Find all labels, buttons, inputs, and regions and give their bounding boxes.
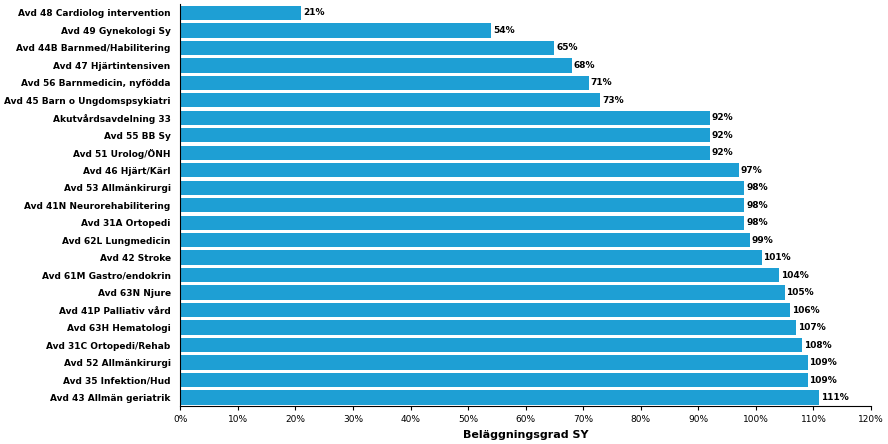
Bar: [180, 373, 808, 387]
Text: 73%: 73%: [602, 96, 624, 105]
Text: 104%: 104%: [781, 271, 808, 280]
Text: 68%: 68%: [574, 61, 595, 70]
Text: 105%: 105%: [787, 288, 814, 297]
Text: 71%: 71%: [591, 78, 613, 87]
Text: 98%: 98%: [746, 183, 768, 192]
Bar: [180, 268, 779, 282]
Bar: [180, 285, 785, 300]
Text: 111%: 111%: [821, 393, 849, 402]
Text: 92%: 92%: [711, 113, 733, 122]
Text: 107%: 107%: [798, 323, 826, 332]
Bar: [180, 146, 710, 160]
Bar: [180, 6, 301, 20]
Text: 109%: 109%: [809, 358, 837, 367]
Bar: [180, 128, 710, 143]
Bar: [180, 338, 802, 352]
Text: 65%: 65%: [556, 44, 578, 52]
Bar: [180, 93, 600, 107]
Bar: [180, 233, 750, 247]
X-axis label: Beläggningsgrad SY: Beläggningsgrad SY: [463, 430, 589, 440]
Bar: [180, 41, 554, 55]
Text: 98%: 98%: [746, 201, 768, 210]
Text: 92%: 92%: [711, 148, 733, 157]
Bar: [180, 181, 744, 195]
Text: 98%: 98%: [746, 218, 768, 227]
Bar: [180, 215, 744, 230]
Text: 101%: 101%: [764, 253, 791, 262]
Text: 21%: 21%: [303, 8, 324, 17]
Text: 97%: 97%: [741, 166, 762, 175]
Text: 54%: 54%: [493, 26, 514, 35]
Text: 106%: 106%: [792, 305, 820, 315]
Bar: [180, 198, 744, 212]
Text: 92%: 92%: [711, 131, 733, 140]
Text: 99%: 99%: [752, 236, 773, 245]
Bar: [180, 303, 790, 317]
Bar: [180, 58, 572, 72]
Bar: [180, 75, 589, 90]
Text: 108%: 108%: [804, 341, 831, 349]
Bar: [180, 163, 739, 178]
Bar: [180, 250, 762, 265]
Bar: [180, 321, 797, 335]
Bar: [180, 111, 710, 125]
Bar: [180, 23, 491, 38]
Text: 109%: 109%: [809, 376, 837, 385]
Bar: [180, 390, 819, 404]
Bar: [180, 355, 808, 370]
